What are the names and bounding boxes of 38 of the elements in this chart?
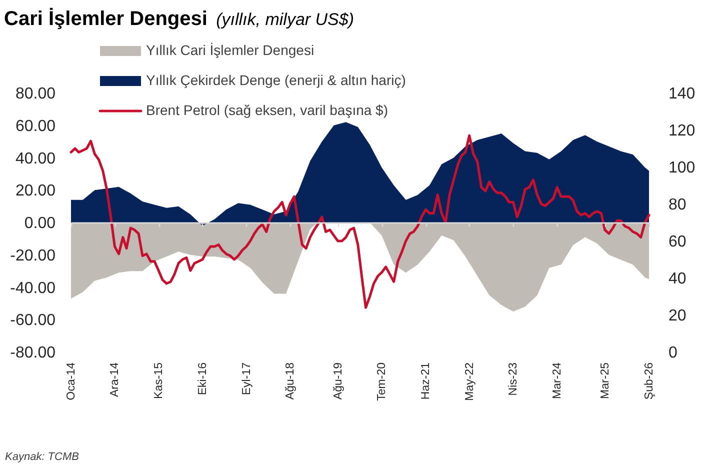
legend-label: Brent Petrol (sağ eksen, varil başına $) <box>146 102 388 118</box>
y2-tick-label: 0 <box>668 344 678 362</box>
x-tick-label: Ağu-18 <box>284 362 297 400</box>
y2-tick-label: 100 <box>668 160 696 176</box>
y2-tick-label: 60 <box>668 234 686 250</box>
chart-title: Cari İşlemler Dengesi <box>4 7 208 30</box>
y2-tick-label: 20 <box>668 308 686 324</box>
x-tick-label: Mar-24 <box>552 362 564 399</box>
y-tick-label: 60.00 <box>15 118 56 135</box>
legend-label: Yıllık Çekirdek Denge (enerji & altın hariç) <box>146 72 406 88</box>
x-tick-label: Tem-20 <box>376 362 388 401</box>
y-tick-label: -80.00 <box>10 344 56 362</box>
x-tick-label: Eki-16 <box>196 362 209 396</box>
x-tick-label: Mar-25 <box>599 362 612 399</box>
text: Kaynak: TCMB <box>5 451 79 463</box>
y-tick-label: -40.00 <box>10 280 56 297</box>
x-tick-label: Nis-23 <box>508 362 520 396</box>
x-tick-label: Haz-21 <box>420 362 432 400</box>
chart-subtitle: (yıllık, milyar US$) <box>216 10 354 29</box>
y-tick-label: 40.00 <box>15 150 56 168</box>
y-tick-label: -60.00 <box>10 312 56 330</box>
x-tick-label: May-22 <box>464 362 476 401</box>
x-tick-label: Oca-14 <box>66 362 78 400</box>
x-tick-label: Kas-15 <box>153 362 166 399</box>
x-tick-label: Eyl-17 <box>240 362 253 396</box>
x-tick-label: Ağu-19 <box>332 362 344 400</box>
y-tick-label: -20.00 <box>10 247 56 264</box>
y-tick-label: 0.00 <box>24 215 56 232</box>
y-tick-label: 20.00 <box>15 182 56 200</box>
y-tick-label: 80.00 <box>15 86 56 102</box>
y2-tick-label: 80 <box>668 196 686 214</box>
y2-tick-label: 140 <box>668 86 696 102</box>
y2-tick-label: 40 <box>668 270 686 288</box>
line-series <box>70 134 650 309</box>
y2-tick-label: 120 <box>668 122 696 140</box>
x-tick-label: Şub-26 <box>644 362 656 400</box>
x-tick-label: Ara-14 <box>109 362 122 398</box>
legend-label: Yıllık Cari İşlemler Dengesi <box>146 42 314 58</box>
